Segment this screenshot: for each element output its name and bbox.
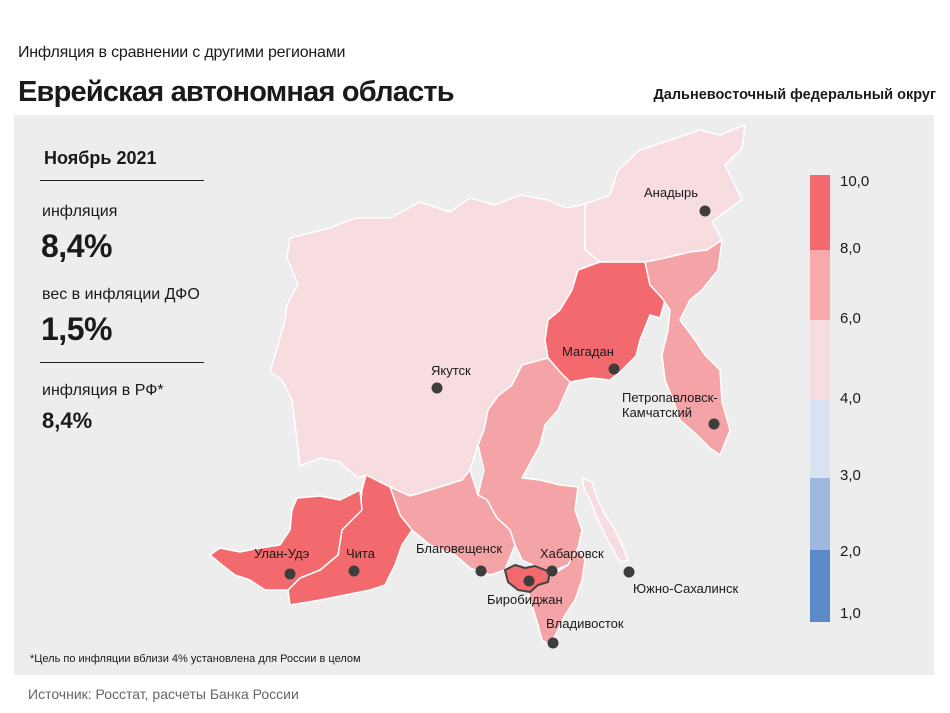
region-title: Еврейская автономная область (18, 76, 455, 108)
inflation-label: инфляция (42, 203, 118, 220)
rf-inflation-value: 8,4% (42, 408, 93, 433)
weight-value: 1,5% (41, 311, 112, 347)
period-label: Ноябрь 2021 (44, 148, 157, 168)
legend-label-8: 8,0 (840, 240, 861, 257)
city-dot-anadyr (699, 205, 711, 217)
city-label-ulan-ude: Улан-Удэ (254, 546, 310, 561)
city-dot-chita (348, 565, 360, 577)
city-dot-vladivostok (547, 637, 559, 649)
city-dot-khabarovsk (546, 565, 558, 577)
city-label-chita: Чита (346, 546, 376, 561)
legend-swatch-6-8 (810, 250, 830, 320)
footnote: *Цель по инфляции вблизи 4% установлена … (30, 653, 361, 665)
weight-label: вес в инфляции ДФО (42, 286, 200, 303)
city-label-birobidzhan: Биробиджан (487, 592, 563, 607)
legend-swatch-4-6 (810, 320, 830, 400)
city-dot-ulan-ude (284, 568, 296, 580)
legend-swatch-2-3 (810, 478, 830, 550)
region-amur[interactable] (389, 469, 516, 576)
rf-inflation-label: инфляция в РФ* (42, 382, 164, 399)
city-label-petropavlovsk-1: Петропавловск- (622, 390, 718, 405)
city-label-magadan: Магадан (562, 344, 614, 359)
city-label-petropavlovsk-2: Камчатский (622, 405, 692, 420)
city-dot-petropavlovsk (708, 418, 720, 430)
city-label-khabarovsk: Хабаровск (540, 546, 604, 561)
legend-swatch-3-4 (810, 400, 830, 478)
legend-label-6: 6,0 (840, 310, 861, 327)
city-label-blagoveshchensk: Благовещенск (416, 541, 502, 556)
city-dot-yuzhno (623, 566, 635, 578)
district-label: Дальневосточный федеральный округ (653, 87, 936, 103)
legend-label-4: 4,0 (840, 390, 861, 407)
city-dot-birobidzhan (523, 575, 535, 587)
city-label-yuzhno: Южно-Сахалинск (633, 581, 738, 596)
legend-label-3: 3,0 (840, 467, 861, 484)
region-sakhalin[interactable] (581, 477, 629, 563)
inflation-value: 8,4% (41, 228, 112, 264)
city-label-anadyr: Анадырь (644, 185, 698, 200)
city-label-yakutsk: Якутск (431, 363, 471, 378)
city-label-vladivostok: Владивосток (546, 616, 624, 631)
legend-swatch-8-10 (810, 175, 830, 250)
legend-swatch-1-2 (810, 550, 830, 622)
legend-label-1: 1,0 (840, 605, 861, 622)
source-note: Источник: Росстат, расчеты Банка России (28, 686, 299, 702)
city-dot-blagoveshchensk (475, 565, 487, 577)
region-kamchatka[interactable] (644, 239, 731, 456)
divider-top (40, 180, 204, 181)
chart-subtitle: Инфляция в сравнении с другими регионами (18, 44, 346, 61)
divider-bottom (40, 362, 204, 363)
legend-label-2: 2,0 (840, 543, 861, 560)
city-dot-yakutsk (431, 382, 443, 394)
city-dot-magadan (608, 363, 620, 375)
region-buryatia[interactable] (209, 489, 363, 591)
legend-label-10: 10,0 (840, 173, 870, 190)
